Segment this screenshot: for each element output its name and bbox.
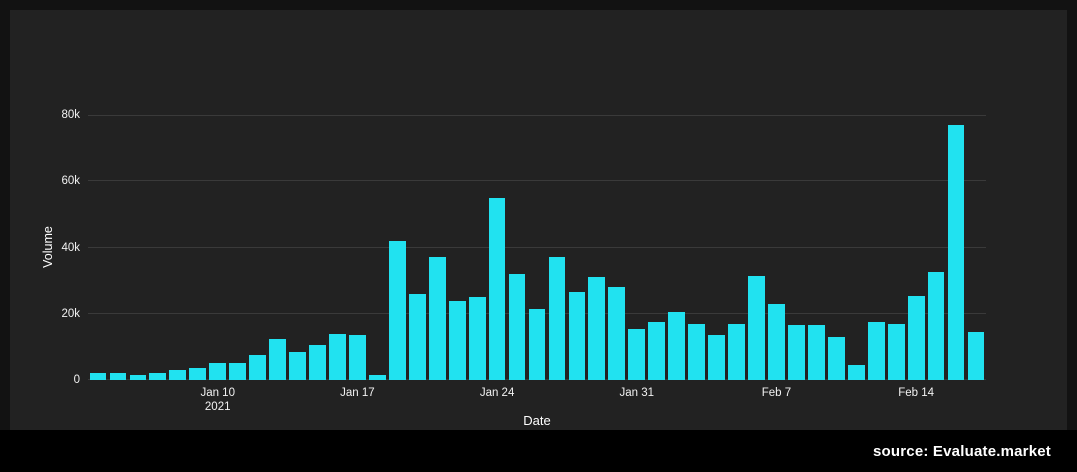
volume-bar[interactable]	[249, 355, 266, 380]
volume-bar[interactable]	[668, 312, 686, 380]
volume-bar[interactable]	[289, 351, 306, 380]
y-tick-label: 0	[73, 374, 80, 386]
volume-bar[interactable]	[827, 336, 845, 380]
volume-bar[interactable]	[349, 335, 366, 380]
x-tick-label: Jan 24	[479, 387, 515, 399]
volume-bar[interactable]	[907, 295, 925, 380]
x-tick-label: Feb 7	[761, 387, 792, 399]
volume-bar[interactable]	[229, 363, 247, 380]
volume-bar[interactable]	[528, 308, 546, 380]
x-axis-title: Date	[523, 413, 551, 428]
plot-area	[88, 115, 986, 380]
x-tick-label: Jan 31	[619, 387, 655, 399]
volume-bar[interactable]	[548, 257, 566, 380]
volume-bar[interactable]	[149, 373, 167, 380]
volume-bar[interactable]	[468, 297, 486, 380]
volume-bar[interactable]	[488, 197, 506, 380]
volume-bar[interactable]	[428, 257, 446, 380]
volume-bar[interactable]	[508, 274, 526, 380]
volume-bar[interactable]	[867, 322, 885, 380]
volume-bar[interactable]	[89, 373, 107, 380]
volume-bar[interactable]	[568, 292, 586, 380]
volume-bar[interactable]	[947, 124, 965, 380]
volume-bar[interactable]	[887, 323, 905, 380]
volume-bar[interactable]	[788, 325, 805, 380]
source-label: source: Evaluate.market	[872, 442, 1051, 460]
volume-bar[interactable]	[329, 333, 346, 380]
volume-bar[interactable]	[648, 322, 666, 380]
gridline	[88, 246, 986, 248]
volume-bar[interactable]	[628, 328, 646, 380]
volume-bar[interactable]	[748, 275, 765, 380]
volume-bar[interactable]	[728, 323, 745, 380]
volume-bar[interactable]	[608, 287, 626, 380]
volume-bar[interactable]	[847, 365, 865, 380]
chart-panel: Volume 0 20k 40k 60k 80k Jan 10 2021 Jan 17 Jan…	[10, 10, 1067, 430]
volume-bar[interactable]	[368, 375, 386, 380]
x-tick-label: Jan 17	[340, 387, 375, 399]
x-tick-label: Feb 14	[898, 387, 935, 399]
y-tick-label: 80k	[61, 109, 80, 121]
y-tick-label: 40k	[61, 241, 80, 254]
volume-bar[interactable]	[129, 375, 147, 380]
volume-bar[interactable]	[269, 338, 286, 380]
gridline	[88, 180, 986, 182]
x-axis-ticks: Jan 10 2021 Jan 17 Jan 24 Jan 31 Feb 7 Feb 14	[88, 386, 986, 416]
volume-bar[interactable]	[209, 363, 227, 380]
volume-bar[interactable]	[109, 373, 127, 380]
volume-bar[interactable]	[588, 277, 606, 380]
volume-bar[interactable]	[967, 331, 985, 380]
y-tick-label: 60k	[61, 175, 80, 188]
volume-bar[interactable]	[807, 325, 825, 380]
volume-bar[interactable]	[448, 300, 466, 380]
volume-bar[interactable]	[309, 345, 326, 380]
y-axis-ticks: 0 20k 40k 60k 80k	[10, 109, 80, 386]
volume-bar[interactable]	[388, 240, 406, 380]
volume-bar[interactable]	[768, 303, 785, 380]
volume-bar[interactable]	[927, 272, 945, 380]
volume-bar[interactable]	[688, 323, 705, 380]
gridline	[88, 115, 986, 116]
volume-bar[interactable]	[408, 293, 426, 380]
volume-bar[interactable]	[708, 335, 725, 380]
volume-bar[interactable]	[189, 368, 207, 380]
y-tick-label: 20k	[61, 307, 80, 320]
source-bar: source: Evaluate.market	[0, 430, 1077, 472]
volume-bar[interactable]	[169, 370, 187, 380]
x-tick-label: Jan 10 2021	[200, 387, 235, 413]
